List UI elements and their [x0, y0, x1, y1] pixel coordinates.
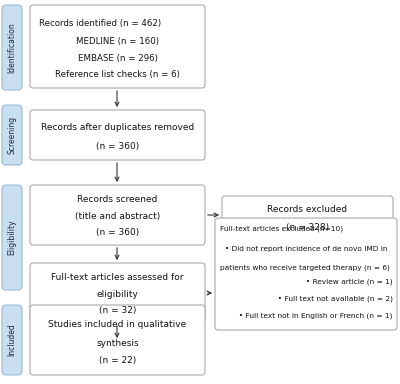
FancyBboxPatch shape: [30, 263, 205, 323]
Text: Eligibility: Eligibility: [8, 220, 16, 255]
Text: synthesis: synthesis: [96, 339, 139, 348]
FancyBboxPatch shape: [2, 185, 22, 290]
FancyBboxPatch shape: [2, 105, 22, 165]
Text: (n = 22): (n = 22): [99, 356, 136, 366]
FancyBboxPatch shape: [222, 196, 393, 240]
Text: • Did not report incidence of de novo IMD in: • Did not report incidence of de novo IM…: [220, 247, 388, 252]
Text: Studies included in qualitative: Studies included in qualitative: [48, 320, 187, 329]
Text: Reference list checks (n = 6): Reference list checks (n = 6): [55, 70, 180, 79]
Text: eligibility: eligibility: [96, 290, 138, 299]
FancyBboxPatch shape: [30, 185, 205, 245]
FancyBboxPatch shape: [30, 5, 205, 88]
Text: Records excluded: Records excluded: [268, 205, 348, 214]
Text: Records after duplicates removed: Records after duplicates removed: [41, 123, 194, 132]
Text: Included: Included: [8, 324, 16, 356]
Text: Records screened: Records screened: [77, 195, 158, 205]
Text: Full-text articles excluded (n=10): Full-text articles excluded (n=10): [220, 226, 344, 232]
Text: (n = 328): (n = 328): [286, 223, 329, 232]
FancyBboxPatch shape: [30, 110, 205, 160]
Text: patients who receive targeted therapy (n = 6): patients who receive targeted therapy (n…: [220, 264, 390, 271]
FancyBboxPatch shape: [30, 305, 205, 375]
Text: (title and abstract): (title and abstract): [75, 212, 160, 221]
Text: (n = 32): (n = 32): [99, 306, 136, 315]
FancyBboxPatch shape: [215, 218, 397, 330]
Text: (n = 360): (n = 360): [96, 228, 139, 237]
FancyBboxPatch shape: [2, 305, 22, 375]
Text: EMBASE (n = 296): EMBASE (n = 296): [78, 54, 158, 63]
FancyBboxPatch shape: [2, 5, 22, 90]
Text: • Full text not available (n = 2): • Full text not available (n = 2): [273, 295, 393, 302]
Text: • Review article (n = 1): • Review article (n = 1): [301, 278, 393, 285]
Text: Full-text articles assessed for: Full-text articles assessed for: [51, 273, 184, 283]
Text: Screening: Screening: [8, 116, 16, 154]
Text: MEDLINE (n = 160): MEDLINE (n = 160): [76, 37, 159, 46]
Text: Identification: Identification: [8, 22, 16, 73]
Text: • Full text not in English or French (n = 1): • Full text not in English or French (n …: [234, 312, 393, 319]
Text: (n = 360): (n = 360): [96, 141, 139, 151]
Text: Records identified (n = 462): Records identified (n = 462): [39, 19, 161, 28]
